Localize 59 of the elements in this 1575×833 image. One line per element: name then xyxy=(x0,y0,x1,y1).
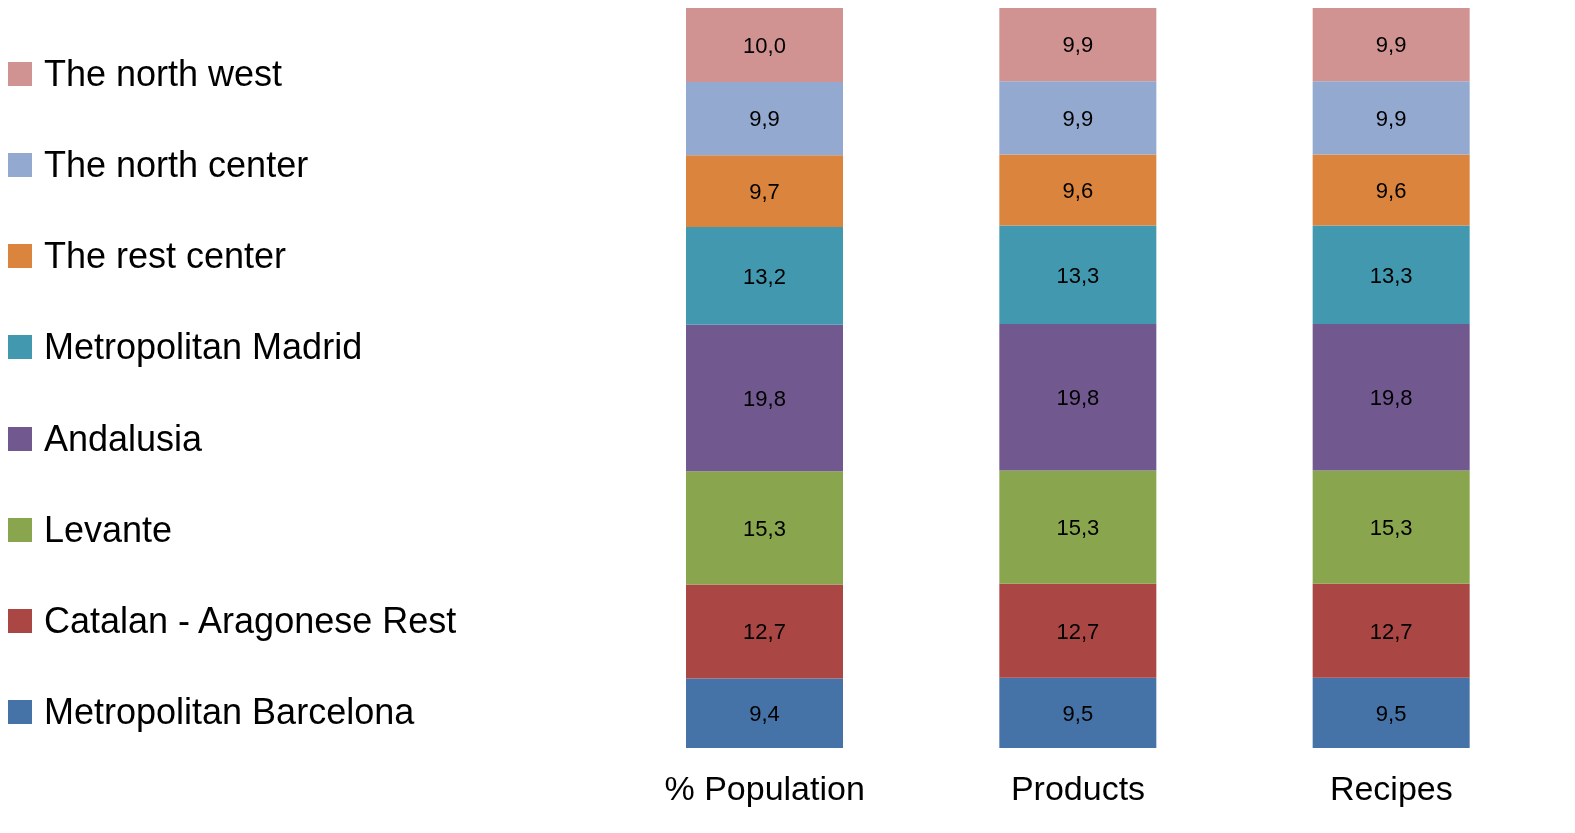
data-label: 9,5 xyxy=(1062,700,1094,726)
x-tick-label: % Population xyxy=(664,769,865,808)
data-label: 9,6 xyxy=(1375,177,1407,203)
data-label: 10,0 xyxy=(743,32,786,58)
bar xyxy=(686,8,843,82)
data-label: 13,2 xyxy=(743,263,786,289)
bar xyxy=(1312,583,1470,678)
bar xyxy=(1312,8,1470,82)
legend-label: The rest center xyxy=(44,235,287,278)
data-label: 15,3 xyxy=(1056,514,1100,540)
x-tick-label: Recipes xyxy=(1329,769,1453,808)
bar xyxy=(1312,470,1470,584)
data-label: 9,9 xyxy=(1062,32,1094,58)
data-label: 12,7 xyxy=(743,619,786,645)
data-label: 9,9 xyxy=(749,106,780,132)
data-label: 15,3 xyxy=(1369,514,1413,540)
data-label: 15,3 xyxy=(743,515,786,541)
data-label: 9,5 xyxy=(1375,700,1407,726)
legend-label: The north center xyxy=(44,143,309,186)
bar xyxy=(999,470,1157,584)
bar xyxy=(999,81,1157,155)
data-label: 19,8 xyxy=(743,385,786,411)
x-tick-label: Products xyxy=(1010,769,1146,808)
legend-label: Metropolitan Barcelona xyxy=(44,691,415,734)
bar xyxy=(686,324,843,472)
bar xyxy=(1312,677,1470,748)
bar xyxy=(999,323,1157,471)
data-label: 9,6 xyxy=(1062,177,1094,203)
data-label: 13,3 xyxy=(1369,262,1413,288)
data-label: 19,8 xyxy=(1056,385,1100,411)
legend-label: The north west xyxy=(44,52,283,95)
data-label: 19,8 xyxy=(1369,385,1413,411)
legend-label: Catalan - Aragonese Rest xyxy=(44,600,457,643)
legend-label: Andalusia xyxy=(44,417,203,460)
legend-label: Levante xyxy=(44,508,173,551)
bar xyxy=(999,8,1157,82)
data-label: 13,3 xyxy=(1056,262,1100,288)
bar xyxy=(686,584,843,679)
bar xyxy=(686,678,843,748)
bar xyxy=(1312,81,1470,155)
bar xyxy=(686,227,843,325)
legend-label: Metropolitan Madrid xyxy=(44,326,363,369)
bar xyxy=(999,225,1157,324)
bar xyxy=(999,677,1157,748)
data-label: 9,9 xyxy=(1375,32,1407,58)
bar xyxy=(999,154,1157,226)
bar xyxy=(686,82,843,156)
bar xyxy=(999,583,1157,678)
data-label: 9,9 xyxy=(1375,105,1407,131)
data-label: 9,4 xyxy=(749,701,780,727)
bar xyxy=(1312,154,1470,226)
data-label: 12,7 xyxy=(1369,618,1413,644)
bar xyxy=(1312,323,1470,471)
data-label: 9,9 xyxy=(1062,105,1094,131)
bar xyxy=(686,155,843,228)
bar xyxy=(686,471,843,585)
data-label: 9,7 xyxy=(749,178,780,204)
data-label: 12,7 xyxy=(1056,618,1100,644)
bar xyxy=(1312,225,1470,324)
